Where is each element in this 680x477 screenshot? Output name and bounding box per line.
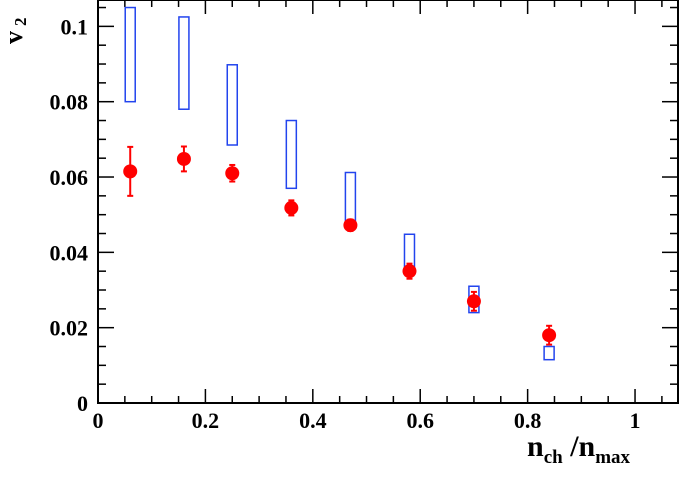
- x-tick-label: 1: [630, 408, 641, 433]
- data-point: [402, 264, 417, 279]
- x-axis-title-sub1: ch: [544, 447, 563, 468]
- systematic-box: [543, 345, 555, 361]
- y-tick-label: 0: [77, 391, 88, 416]
- data-point: [466, 294, 481, 309]
- y-axis-title-sub: 2: [11, 18, 30, 27]
- data-point: [284, 200, 299, 215]
- data-point: [225, 166, 240, 181]
- systematic-box: [178, 16, 190, 110]
- x-axis-title-sep: /n: [563, 430, 596, 463]
- data-point: [542, 328, 557, 343]
- y-tick-label: 0.1: [61, 14, 89, 39]
- x-tick-label: 0.2: [192, 408, 220, 433]
- x-tick-label: 0.8: [514, 408, 542, 433]
- data-point: [343, 218, 358, 233]
- systematic-box: [124, 6, 136, 103]
- data-point: [176, 151, 191, 166]
- y-tick-label: 0.02: [50, 316, 89, 341]
- data-marks: [123, 6, 557, 361]
- data-point: [123, 164, 138, 179]
- x-tick-label: 0: [93, 408, 104, 433]
- axis-ticks: 0 0.2 0.4 0.6 0.8 1 0 0.02 0.04 0.06 0.08 0.1: [50, 0, 678, 433]
- x-tick-label: 0.6: [406, 408, 434, 433]
- systematic-box: [285, 119, 298, 190]
- x-tick-label: 0.4: [299, 408, 327, 433]
- y-tick-label: 0.06: [50, 165, 89, 190]
- systematic-box: [226, 64, 239, 146]
- x-axis-title: nch /nmax: [527, 430, 631, 468]
- x-axis-title-sub2: max: [595, 447, 630, 468]
- y-tick-label: 0.08: [50, 90, 89, 115]
- y-axis-title-main: v: [0, 31, 28, 44]
- y-axis-title: v2: [0, 18, 30, 45]
- y-tick-label: 0.04: [50, 240, 89, 265]
- x-axis-title-main: n: [527, 430, 544, 463]
- plot-frame: [97, 0, 679, 404]
